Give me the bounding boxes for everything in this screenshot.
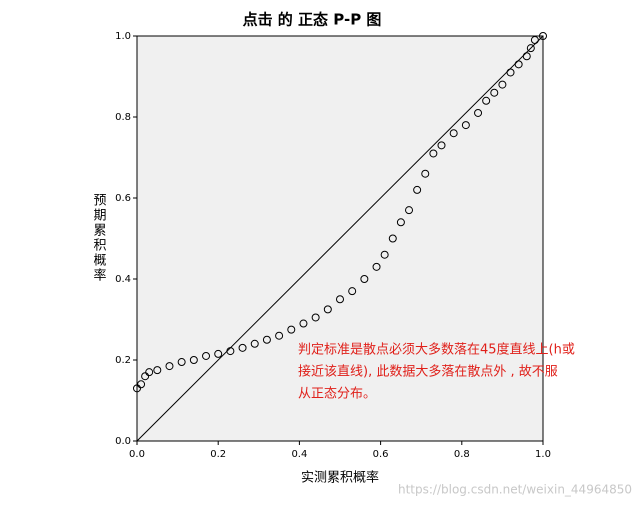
point	[238, 343, 247, 352]
point	[380, 250, 389, 259]
point	[405, 206, 414, 215]
point	[530, 36, 539, 45]
point	[461, 121, 470, 130]
point	[429, 149, 438, 158]
reference-line	[136, 35, 544, 442]
point	[250, 339, 259, 348]
y-tick-label: 0.4	[115, 274, 131, 285]
point	[498, 80, 507, 89]
point	[189, 356, 198, 364]
point	[299, 319, 308, 328]
point	[141, 372, 150, 381]
point	[539, 32, 547, 40]
x-axis-label: 实测累积概率	[301, 470, 379, 486]
chart-title: 点击 的 正态 P-P 图	[243, 11, 382, 29]
point	[177, 358, 186, 367]
point	[275, 331, 284, 340]
point	[202, 351, 211, 360]
point	[153, 366, 162, 375]
y-axis-label: 预期累积概率	[91, 193, 107, 283]
point	[482, 96, 491, 105]
x-tick-label: 0.6	[373, 449, 389, 460]
point	[490, 88, 499, 97]
y-tick-label: 1.0	[115, 31, 131, 42]
point	[323, 305, 332, 314]
point	[262, 335, 271, 344]
point	[145, 368, 154, 377]
point	[311, 313, 320, 322]
annotation: 从正态分布。	[298, 387, 376, 402]
point	[526, 44, 535, 53]
annotation: 接近该直线), 此数据大多落在散点外 , 故不服	[298, 364, 558, 380]
point	[360, 275, 369, 283]
x-tick-label: 1.0	[535, 449, 551, 460]
x-tick-label: 0.8	[454, 449, 470, 460]
point	[287, 325, 296, 334]
x-tick-label: 0.0	[129, 449, 145, 460]
point	[214, 349, 223, 358]
x-tick-label: 0.4	[291, 449, 307, 460]
point	[514, 60, 523, 69]
point	[421, 169, 430, 178]
point	[396, 218, 405, 227]
point	[133, 384, 141, 393]
point	[413, 185, 422, 194]
y-tick-label: 0.8	[115, 112, 131, 123]
y-tick-label: 0.0	[115, 436, 131, 447]
point	[388, 234, 397, 243]
watermark: https://blog.csdn.net/weixin_44964850	[398, 483, 632, 497]
point	[165, 362, 174, 371]
point	[372, 262, 381, 271]
point	[336, 295, 344, 304]
point	[437, 141, 446, 150]
point	[522, 52, 531, 61]
point	[226, 347, 235, 356]
y-tick-label: 0.6	[115, 193, 131, 204]
point	[348, 287, 357, 296]
point	[474, 108, 483, 117]
point	[506, 68, 515, 77]
annotation: 判定标准是散点必须大多数落在45度直线上(h或	[298, 342, 575, 358]
point	[449, 129, 458, 138]
y-tick-label: 0.2	[115, 355, 131, 366]
point	[137, 380, 146, 389]
x-tick-label: 0.2	[210, 449, 226, 460]
